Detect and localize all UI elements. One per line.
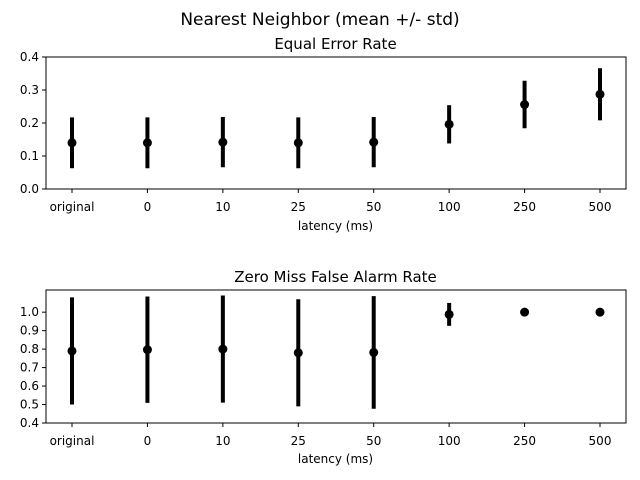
zero-miss-false-alarm-rate-xtick-label: 500 (589, 434, 612, 448)
zero-miss-false-alarm-rate-xlabel: latency (ms) (298, 452, 373, 466)
equal-error-rate-mean-point (293, 138, 303, 148)
equal-error-rate-ytick-label: 0.1 (20, 149, 39, 163)
zero-miss-false-alarm-rate-frame (45, 289, 627, 424)
equal-error-rate-xtick-label: 25 (291, 200, 306, 214)
zero-miss-false-alarm-rate-xtick-label: original (50, 434, 95, 448)
equal-error-rate-axes: Equal Error Rate latency (ms) 0.0 0.1 0.2 0… (20, 35, 627, 233)
zero-miss-false-alarm-rate-xtick-label: 50 (366, 434, 381, 448)
zero-miss-false-alarm-rate-ytick-label: 0.7 (20, 361, 39, 375)
zero-miss-false-alarm-rate-ytick-label: 0.5 (20, 398, 39, 412)
zero-miss-false-alarm-rate-mean-point (444, 309, 454, 319)
zero-miss-false-alarm-rate-ytick-label: 0.6 (20, 379, 39, 393)
equal-error-rate-frame (45, 56, 627, 190)
equal-error-rate-mean-point (369, 137, 379, 147)
zero-miss-false-alarm-rate-xtick-label: 0 (144, 434, 152, 448)
zero-miss-false-alarm-rate-mean-point (293, 348, 303, 358)
zero-miss-false-alarm-rate-mean-point (67, 346, 77, 356)
equal-error-rate-title: Equal Error Rate (274, 35, 396, 53)
equal-error-rate-mean-point (67, 138, 77, 148)
equal-error-rate-ytick-label: 0.4 (20, 50, 39, 64)
zero-miss-false-alarm-rate-xtick-label: 10 (215, 434, 230, 448)
equal-error-rate-xlabel: latency (ms) (298, 219, 373, 233)
equal-error-rate-mean-point (218, 137, 228, 147)
zero-miss-false-alarm-rate-ytick-label: 0.8 (20, 342, 39, 356)
equal-error-rate-xtick-label: 50 (366, 200, 381, 214)
zero-miss-false-alarm-rate-xtick-label: 100 (438, 434, 461, 448)
equal-error-rate-xtick-label: 100 (438, 200, 461, 214)
equal-error-rate-ytick-label: 0.2 (20, 116, 39, 130)
zero-miss-false-alarm-rate-mean-point (520, 307, 530, 317)
equal-error-rate-mean-point (444, 119, 454, 129)
figure-suptitle: Nearest Neighbor (mean +/- std) (180, 10, 459, 30)
equal-error-rate-xtick-label: 500 (589, 200, 612, 214)
equal-error-rate-ytick-label: 0.0 (20, 182, 39, 196)
zero-miss-false-alarm-rate-xtick-label: 25 (291, 434, 306, 448)
zero-miss-false-alarm-rate-axes: Zero Miss False Alarm Rate latency (ms) … (20, 268, 627, 466)
zero-miss-false-alarm-rate-ytick-label: 1.0 (20, 305, 39, 319)
zero-miss-false-alarm-rate-mean-point (369, 347, 379, 357)
equal-error-rate-mean-point (595, 89, 605, 99)
equal-error-rate-mean-point (142, 138, 152, 148)
zero-miss-false-alarm-rate-mean-point (218, 344, 228, 354)
zero-miss-false-alarm-rate-ytick-label: 0.9 (20, 324, 39, 338)
zero-miss-false-alarm-rate-mean-point (595, 307, 605, 317)
zero-miss-false-alarm-rate-mean-point (142, 345, 152, 355)
equal-error-rate-ytick-label: 0.3 (20, 83, 39, 97)
equal-error-rate-xtick-label: 250 (513, 200, 536, 214)
equal-error-rate-mean-point (520, 100, 530, 110)
equal-error-rate-xtick-label: 0 (144, 200, 152, 214)
equal-error-rate-xtick-label: 10 (215, 200, 230, 214)
zero-miss-false-alarm-rate-title: Zero Miss False Alarm Rate (234, 268, 437, 286)
zero-miss-false-alarm-rate-ytick-label: 0.4 (20, 416, 39, 430)
zero-miss-false-alarm-rate-xtick-label: 250 (513, 434, 536, 448)
equal-error-rate-xtick-label: original (50, 200, 95, 214)
